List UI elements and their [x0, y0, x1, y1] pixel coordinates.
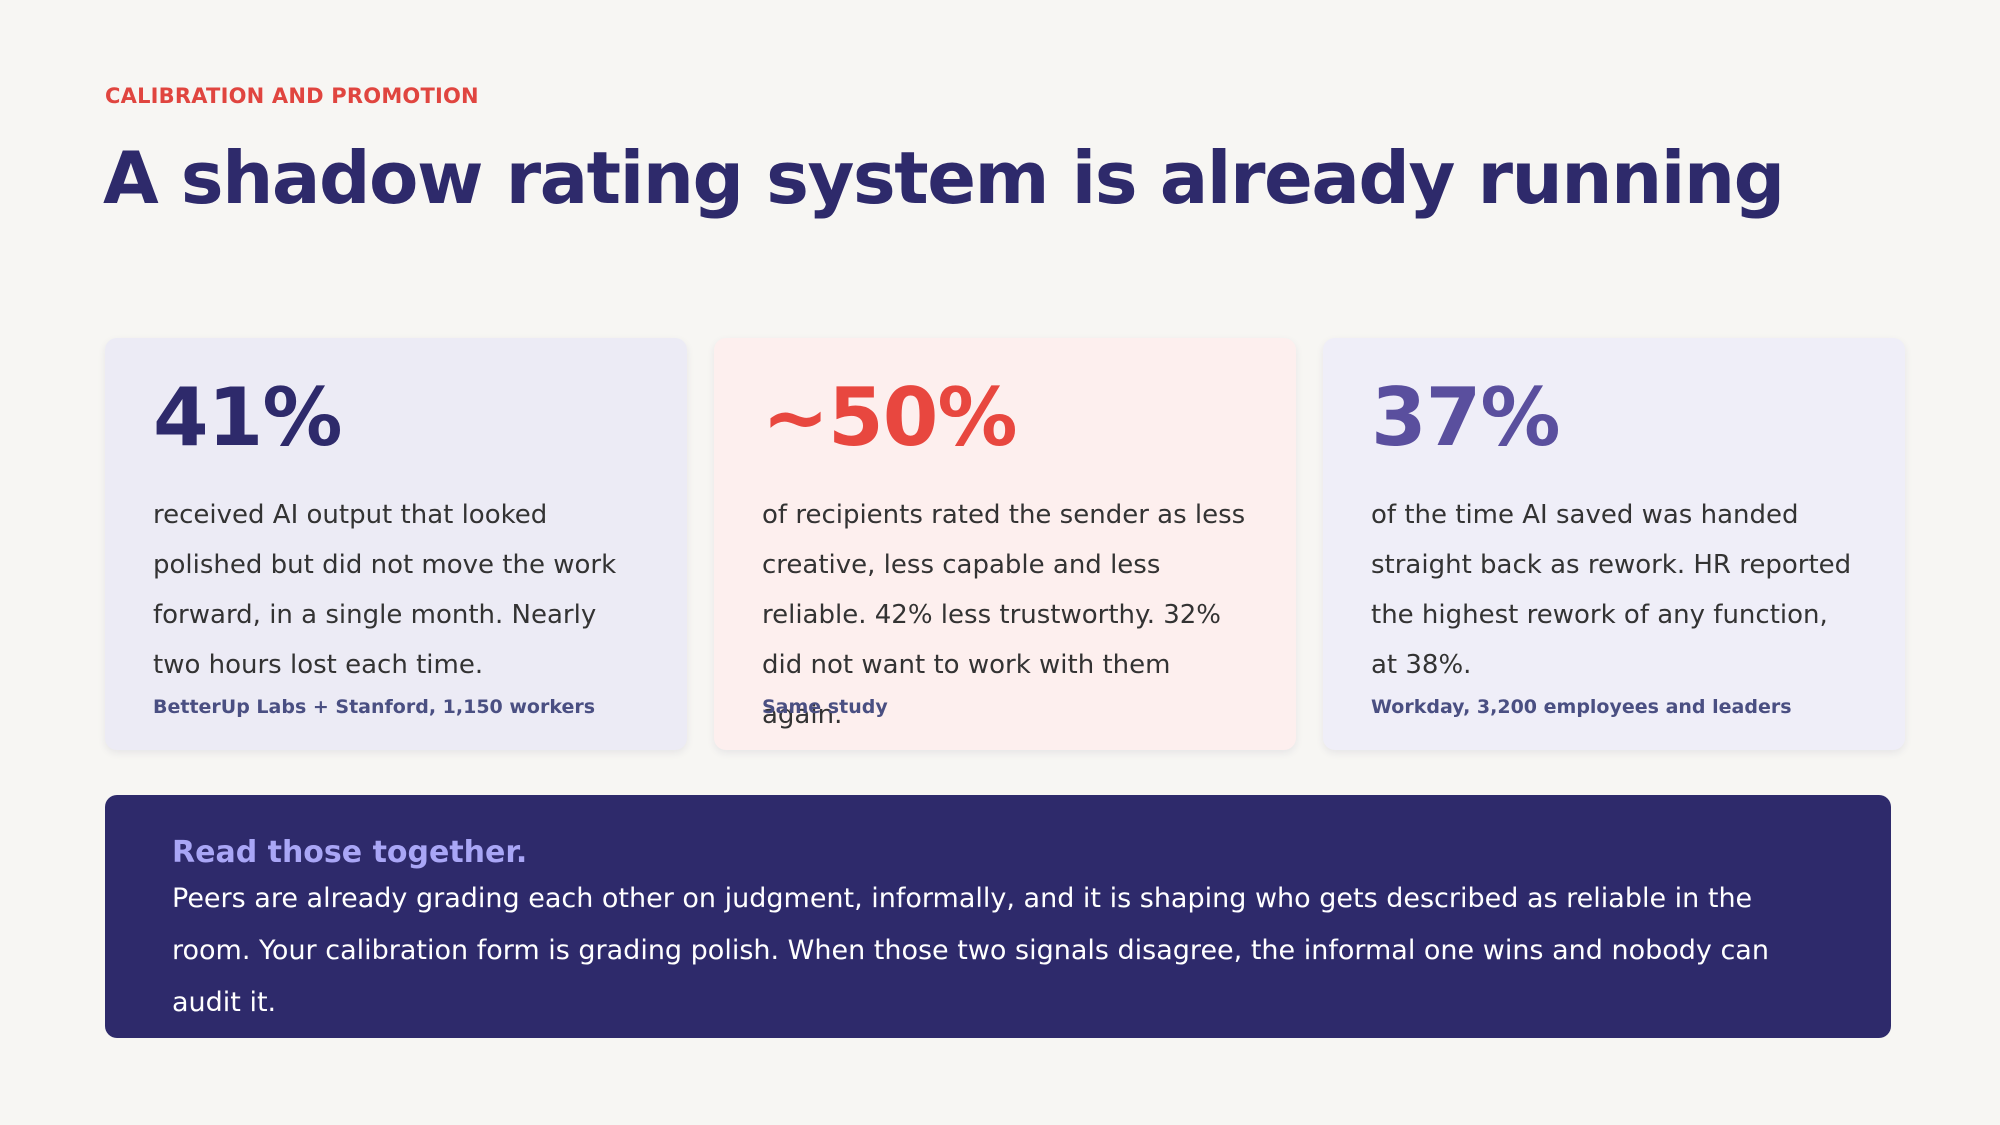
stat-source: Same study: [762, 696, 888, 718]
stat-card-rework-output: 41% received AI output that looked polis…: [105, 338, 687, 750]
stat-card-time-saved: 37% of the time AI saved was handed stra…: [1323, 338, 1905, 750]
stat-source: BetterUp Labs + Stanford, 1,150 workers: [153, 696, 596, 718]
stat-description: of the time AI saved was handed straight…: [1371, 500, 1852, 680]
stat-source: Workday, 3,200 employees and leaders: [1371, 696, 1792, 718]
page-title: A shadow rating system is already runnin…: [103, 136, 1785, 220]
stat-card-recipient-ratings: ~50% of recipients rated the sender as l…: [714, 338, 1296, 750]
callout-body: Peers are already grading each other on …: [172, 883, 1769, 1018]
callout-title: Read those together.: [172, 835, 528, 870]
stat-description: received AI output that looked polished …: [153, 500, 617, 680]
section-kicker: CALIBRATION AND PROMOTION: [105, 84, 479, 108]
stat-description: of recipients rated the sender as less c…: [762, 500, 1246, 730]
takeaway-callout: Read those together. Peers are already g…: [105, 795, 1891, 1038]
stat-value: 41%: [153, 371, 342, 464]
stat-value: 37%: [1371, 371, 1560, 464]
stat-value: ~50%: [762, 371, 1018, 464]
